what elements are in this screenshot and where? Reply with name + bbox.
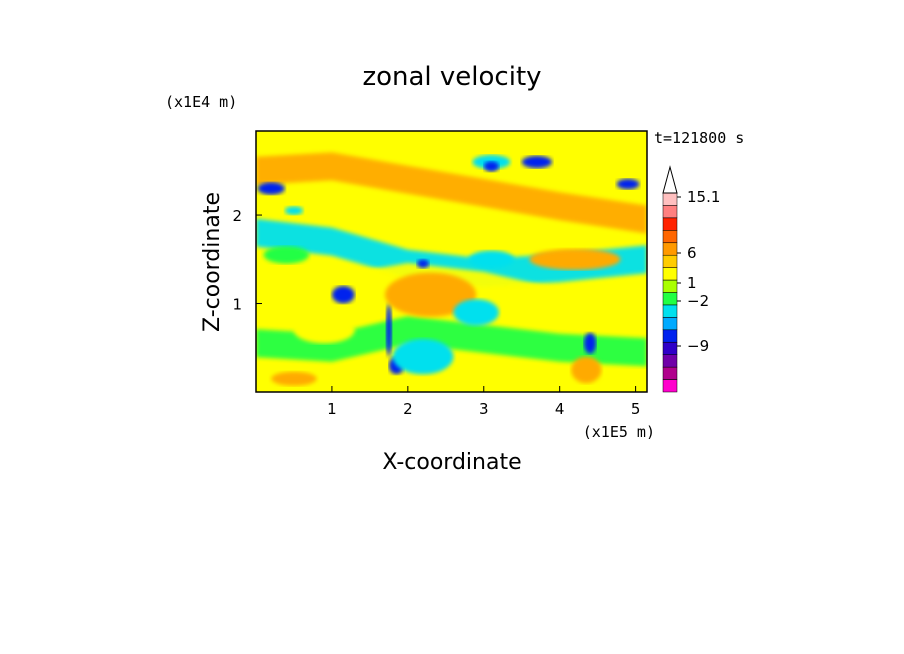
field-band-4 — [256, 316, 647, 367]
colorbar-level-12 — [662, 242, 678, 256]
colorbar-extend-arrow — [662, 165, 678, 194]
colorbar — [662, 165, 678, 393]
field-blob-13 — [584, 332, 597, 354]
colorbar-label-5: −9 — [687, 337, 709, 355]
colorbar-label-3: 1 — [687, 274, 697, 292]
field-blob-15 — [416, 259, 430, 269]
field-blob-21 — [271, 371, 317, 386]
colorbar-level-5 — [662, 329, 678, 343]
field-blob-9 — [385, 303, 392, 357]
field-blob-8 — [331, 285, 355, 304]
colorbar-level-2 — [662, 366, 678, 380]
colorbar-level-8 — [662, 292, 678, 306]
x-tick-label-2: 2 — [403, 400, 413, 418]
field-blob-16 — [468, 250, 515, 269]
colorbar-level-7 — [662, 304, 678, 318]
x-axis-label: X-coordinate — [382, 450, 521, 475]
x-scale-label: (x1E5 m) — [583, 423, 655, 441]
colorbar-label-2: 6 — [687, 244, 697, 262]
y-tick-label-2: 2 — [232, 207, 242, 225]
colorbar-label-1: 15.1 — [687, 188, 720, 206]
colorbar-level-15 — [662, 205, 678, 219]
y-scale-label: (x1E4 m) — [165, 93, 237, 111]
colorbar-level-16 — [662, 192, 678, 206]
x-tick-label-3: 3 — [479, 400, 489, 418]
colorbar-level-6 — [662, 317, 678, 331]
field-blob-14 — [571, 356, 602, 384]
plot-frame — [255, 130, 648, 393]
field-blob-20 — [491, 363, 553, 385]
colorbar-level-3 — [662, 354, 678, 368]
field-blob-4 — [521, 155, 553, 169]
colorbar-label-4: −2 — [687, 292, 709, 310]
x-tick-label-1: 1 — [327, 400, 337, 418]
field-blob-7 — [529, 248, 621, 270]
field-blob-1 — [257, 182, 285, 195]
x-tick-label-5: 5 — [631, 400, 641, 418]
colorbar-level-10 — [662, 267, 678, 281]
time-label: t=121800 s — [654, 129, 744, 147]
colorbar-level-11 — [662, 254, 678, 268]
y-axis-label: Z-coordinate — [200, 192, 225, 332]
field-blob-6 — [483, 161, 499, 172]
colorbar-level-13 — [662, 230, 678, 243]
colorbar-level-14 — [662, 217, 678, 231]
field-blob-18 — [263, 246, 310, 264]
colorbar-labels: 15.1 6 1−2 −9 — [677, 188, 720, 355]
x-axis-ticks: 1 2 3 4 5 — [327, 386, 640, 418]
heatmap-blobs — [257, 154, 640, 386]
field-blob-12 — [392, 338, 454, 375]
field-blob-19 — [453, 299, 500, 326]
colorbar-level-4 — [662, 342, 678, 355]
field-band-2 — [256, 218, 647, 287]
field-blob-17 — [293, 316, 355, 344]
y-axis-ticks: 12 — [232, 207, 262, 314]
chart-title: zonal velocity — [362, 62, 541, 92]
colorbar-level-1 — [662, 379, 678, 393]
field-band-1 — [256, 152, 647, 234]
heatmap-bands — [256, 152, 647, 367]
x-tick-label-4: 4 — [555, 400, 565, 418]
field-blob-11 — [385, 272, 477, 317]
field-blob-5 — [616, 178, 640, 190]
field-blob-2 — [284, 206, 304, 216]
colorbar-level-9 — [662, 279, 678, 293]
y-tick-label-1: 1 — [232, 296, 242, 314]
heatmap-plot-area — [256, 131, 647, 392]
